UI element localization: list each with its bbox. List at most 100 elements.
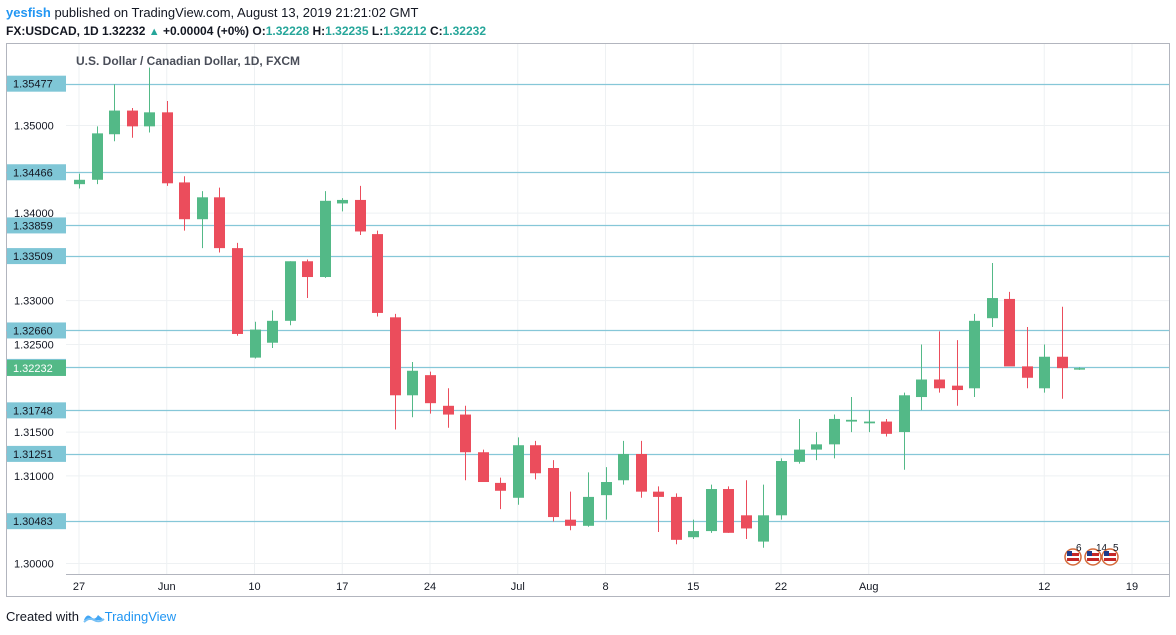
candle[interactable] <box>881 418 892 437</box>
candle[interactable] <box>583 472 594 527</box>
author-name[interactable]: yesfish <box>6 5 51 20</box>
candle[interactable] <box>232 242 243 336</box>
candle[interactable] <box>776 458 787 520</box>
candle[interactable] <box>1039 344 1050 393</box>
candle-body <box>794 449 805 462</box>
economic-event-markers[interactable]: 6 14 5 <box>1064 543 1119 566</box>
candle[interactable] <box>934 331 945 393</box>
candle[interactable] <box>1057 306 1068 399</box>
candle[interactable] <box>267 310 278 348</box>
candle[interactable] <box>969 313 980 398</box>
candle[interactable] <box>407 362 418 418</box>
event-flag-icon[interactable]: 5 <box>1101 543 1119 566</box>
level-price-box <box>7 513 66 530</box>
candle[interactable] <box>723 486 734 533</box>
candle[interactable] <box>794 418 805 464</box>
high-label: H: <box>312 24 326 38</box>
candle[interactable] <box>636 440 647 498</box>
candle-body <box>250 329 261 358</box>
low-label: L: <box>371 24 384 38</box>
close-value: 1.32232 <box>442 24 486 38</box>
candle-body <box>1004 298 1015 367</box>
ohlc-line: FX:USDCAD, 1D 1.32232 ▲ +0.00004 (+0%) O… <box>6 22 1166 40</box>
candle[interactable] <box>320 191 331 278</box>
candle[interactable] <box>214 187 225 253</box>
level-price-box <box>7 164 66 181</box>
candle[interactable] <box>811 432 822 461</box>
candle[interactable] <box>565 491 576 531</box>
candle[interactable] <box>618 440 629 485</box>
candle-body <box>372 234 383 313</box>
candle[interactable] <box>144 67 155 133</box>
candle[interactable] <box>530 440 541 480</box>
candle[interactable] <box>425 371 436 414</box>
candle[interactable] <box>372 230 383 317</box>
candle[interactable] <box>250 321 261 359</box>
event-flag-icon[interactable]: 14 <box>1084 543 1108 566</box>
candle[interactable] <box>916 344 927 411</box>
candle[interactable] <box>92 126 103 185</box>
candle[interactable] <box>443 388 454 428</box>
candle[interactable] <box>285 261 296 326</box>
candle[interactable] <box>109 84 120 142</box>
candle[interactable] <box>864 410 875 433</box>
candle[interactable] <box>302 259 313 299</box>
candle[interactable] <box>688 519 699 539</box>
candle[interactable] <box>1074 367 1085 370</box>
candle[interactable] <box>741 480 752 539</box>
candle-body <box>565 519 576 526</box>
candle[interactable] <box>952 340 963 406</box>
candle[interactable] <box>162 100 173 186</box>
candle[interactable] <box>478 449 489 483</box>
candle[interactable] <box>846 397 857 433</box>
candle[interactable] <box>355 185 366 235</box>
candle[interactable] <box>460 405 471 481</box>
candle[interactable] <box>179 176 190 231</box>
candle-body <box>706 489 717 532</box>
candle[interactable] <box>706 484 717 533</box>
candle[interactable] <box>495 477 506 510</box>
x-tick-label: 12 <box>1038 581 1050 593</box>
candle-body <box>127 110 138 127</box>
candle-body <box>355 199 366 232</box>
candle-body <box>302 261 313 278</box>
candle[interactable] <box>758 484 769 548</box>
candle-body <box>530 445 541 474</box>
candle[interactable] <box>987 263 998 327</box>
footer: Created with TradingView <box>6 609 176 627</box>
candle[interactable] <box>390 313 401 430</box>
candle-body <box>144 112 155 127</box>
candles <box>74 67 1085 548</box>
candle-body <box>179 182 190 220</box>
candle[interactable] <box>337 198 348 212</box>
tradingview-brand[interactable]: TradingView <box>104 609 177 624</box>
last-price-box <box>7 359 66 376</box>
x-tick-label: 22 <box>775 581 787 593</box>
y-tick-label: 1.30000 <box>14 558 54 570</box>
candle[interactable] <box>671 493 682 545</box>
y-tick-label: 1.34000 <box>14 208 54 220</box>
candle-body <box>583 496 594 526</box>
candle[interactable] <box>653 486 664 532</box>
candle-body <box>162 112 173 184</box>
y-tick-label: 1.31000 <box>14 471 54 483</box>
y-tick-label: 1.35000 <box>14 120 54 132</box>
candle[interactable] <box>829 414 840 459</box>
candle[interactable] <box>127 107 138 138</box>
event-flag-icon[interactable]: 6 <box>1064 543 1082 566</box>
candle[interactable] <box>74 173 85 189</box>
candle[interactable] <box>1004 291 1015 367</box>
candle[interactable] <box>513 437 524 505</box>
level-price-box <box>7 322 66 339</box>
candle[interactable] <box>548 460 559 522</box>
candle[interactable] <box>1022 326 1033 389</box>
up-arrow-icon: ▲ <box>148 26 160 38</box>
candle[interactable] <box>197 191 208 249</box>
candle-body <box>460 414 471 453</box>
candle[interactable] <box>601 467 612 520</box>
level-price-label: 1.35477 <box>13 79 53 91</box>
y-axis-labels: 1.30000 1.31000 1.31500 1.32500 1.33000 1.340… <box>7 75 66 570</box>
level-price-label: 1.33509 <box>13 251 53 263</box>
candle[interactable] <box>899 392 910 470</box>
